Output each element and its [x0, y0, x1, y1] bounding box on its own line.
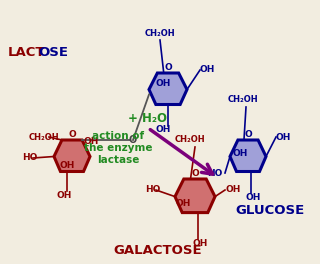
- Text: OH: OH: [59, 161, 75, 169]
- Text: OSE: OSE: [38, 45, 68, 59]
- Text: OH: OH: [175, 199, 191, 208]
- Polygon shape: [149, 73, 187, 105]
- Text: GALACTOSE: GALACTOSE: [114, 243, 202, 257]
- Text: O: O: [244, 130, 252, 139]
- Text: action of
the enzyme
lactase: action of the enzyme lactase: [84, 131, 152, 164]
- Text: HO: HO: [22, 153, 37, 163]
- Text: O: O: [191, 169, 199, 178]
- Text: OH: OH: [56, 191, 72, 200]
- Text: OH: OH: [200, 65, 215, 74]
- Text: OH: OH: [245, 192, 261, 201]
- Text: OH: OH: [155, 125, 171, 134]
- Text: O: O: [164, 63, 172, 72]
- Text: OH: OH: [84, 138, 100, 147]
- Text: HO: HO: [208, 168, 223, 177]
- Text: + H₂O: + H₂O: [129, 111, 167, 125]
- Text: CH₂OH: CH₂OH: [175, 135, 205, 144]
- Text: CH₂OH: CH₂OH: [145, 29, 175, 37]
- Text: LACT: LACT: [8, 45, 45, 59]
- Text: CH₂OH: CH₂OH: [29, 133, 60, 142]
- Text: OH: OH: [155, 78, 171, 87]
- Text: OH: OH: [225, 186, 240, 195]
- Text: GLUCOSE: GLUCOSE: [236, 204, 305, 216]
- Text: OH: OH: [232, 148, 248, 158]
- Polygon shape: [54, 140, 90, 172]
- Polygon shape: [230, 140, 266, 172]
- Text: CH₂OH: CH₂OH: [228, 96, 258, 105]
- Text: O: O: [68, 130, 76, 139]
- Text: HO: HO: [145, 186, 160, 195]
- Polygon shape: [175, 179, 215, 213]
- Text: OH: OH: [276, 133, 292, 142]
- Text: OH: OH: [192, 238, 208, 248]
- Text: O: O: [129, 135, 137, 145]
